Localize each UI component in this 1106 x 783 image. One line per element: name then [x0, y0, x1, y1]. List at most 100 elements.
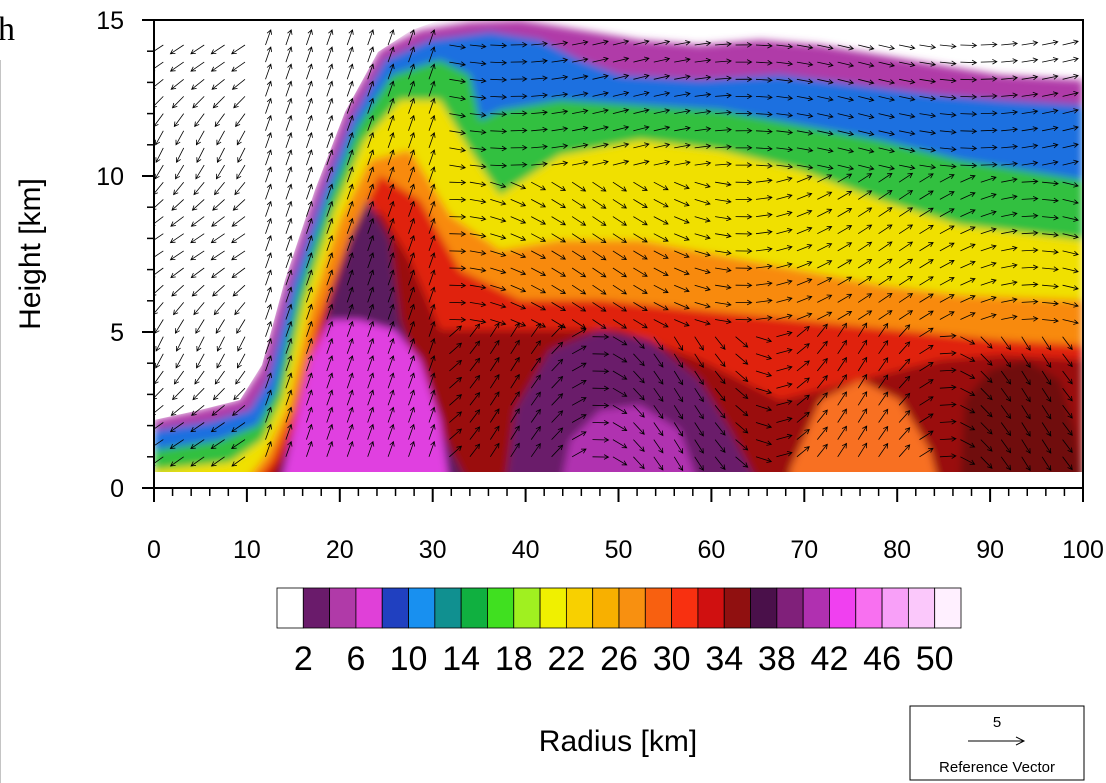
wind-vector: [612, 159, 630, 166]
wind-vector: [469, 318, 487, 325]
wind-vector: [306, 269, 313, 286]
wind-vector: [898, 375, 911, 389]
wind-vector: [796, 130, 814, 136]
wind-vector: [469, 43, 487, 49]
wind-vector: [551, 302, 567, 312]
wind-vector: [346, 149, 354, 166]
wind-vector: [857, 207, 873, 217]
wind-vector: [939, 260, 955, 269]
wind-vector: [633, 370, 645, 384]
wind-vector: [1062, 319, 1079, 325]
wind-vector: [919, 362, 934, 372]
wind-vector: [449, 359, 463, 372]
wind-vector: [449, 342, 463, 355]
wind-vector: [285, 440, 293, 457]
colorbar-swatch: [697, 587, 725, 629]
wind-vector: [490, 42, 508, 49]
wind-vector: [857, 425, 868, 440]
wind-vector: [980, 296, 997, 303]
wind-vector: [571, 397, 587, 406]
contour-outer-lobe: [960, 360, 1083, 488]
wind-vector: [980, 58, 998, 65]
wind-vector: [346, 29, 354, 46]
wind-vector: [1062, 56, 1079, 63]
wind-vector: [796, 325, 810, 338]
wind-vector: [857, 173, 873, 183]
wind-vector: [755, 298, 773, 304]
wind-vector: [387, 320, 395, 337]
wind-vector: [673, 336, 684, 351]
wind-vector: [674, 302, 690, 310]
wind-vector: [326, 217, 334, 234]
wind-vector: [980, 405, 993, 418]
wind-vector: [817, 311, 833, 320]
wind-vector: [899, 78, 916, 85]
wind-vector: [551, 74, 569, 81]
wind-vector: [980, 313, 997, 320]
wind-vector: [796, 44, 814, 50]
wind-vector: [551, 40, 569, 46]
y-axis-label: Height [km]: [14, 178, 47, 330]
wind-vector: [633, 302, 648, 312]
wind-vector: [306, 200, 313, 217]
wind-vector: [715, 161, 732, 167]
wind-vector: [817, 243, 833, 252]
wind-vector: [265, 132, 272, 149]
wind-vector: [1042, 214, 1059, 221]
wind-vector: [285, 97, 293, 114]
wind-vector: [572, 142, 589, 149]
wind-vector: [170, 78, 184, 90]
wind-vector: [715, 181, 732, 187]
wind-vector: [265, 235, 272, 252]
wind-vector: [326, 286, 334, 303]
wind-vector: [387, 372, 395, 389]
wind-vector: [776, 43, 794, 50]
wind-vector: [265, 320, 272, 337]
wind-vector: [1001, 75, 1019, 81]
x-tick-label: 0: [147, 536, 161, 564]
panel-letter: h: [0, 11, 15, 48]
wind-vector: [878, 78, 896, 85]
wind-vector: [776, 245, 793, 252]
wind-vector: [172, 302, 185, 316]
wind-vector: [1062, 91, 1079, 97]
wind-vector: [530, 425, 541, 440]
wind-vector: [715, 301, 732, 307]
wind-vector: [326, 355, 334, 372]
wind-vector: [346, 46, 354, 63]
wind-vector: [817, 147, 834, 154]
wind-vector: [674, 216, 690, 224]
wind-vector: [1042, 180, 1059, 187]
wind-vector: [878, 44, 896, 51]
wind-vector: [231, 78, 246, 90]
wind-vector: [960, 295, 976, 303]
wind-vector: [633, 199, 648, 209]
wind-vector: [212, 96, 225, 109]
wind-vector: [428, 29, 436, 46]
wind-vector: [653, 125, 671, 132]
wind-vector: [939, 112, 957, 118]
wind-vector: [857, 224, 873, 235]
wind-vector: [735, 196, 753, 203]
wind-vector: [285, 389, 293, 406]
wind-vector: [510, 110, 528, 117]
wind-vector: [796, 95, 814, 102]
wind-vector: [212, 199, 225, 211]
wind-vector: [571, 267, 587, 278]
wind-vector: [674, 319, 690, 327]
wind-vector: [531, 92, 548, 99]
wind-vector: [633, 387, 645, 401]
wind-vector: [612, 142, 630, 149]
wind-vector: [510, 216, 527, 224]
wind-vector: [633, 336, 645, 350]
wind-vector: [531, 161, 548, 167]
wind-vector: [612, 90, 630, 97]
wind-vector: [346, 440, 354, 457]
wind-vector: [428, 63, 436, 80]
wind-vector: [387, 46, 395, 63]
wind-vector: [408, 440, 415, 457]
wind-vector: [285, 337, 293, 354]
contour-lowlevel-orange: [790, 380, 940, 488]
wind-vector: [346, 200, 354, 217]
wind-vector: [265, 440, 272, 457]
